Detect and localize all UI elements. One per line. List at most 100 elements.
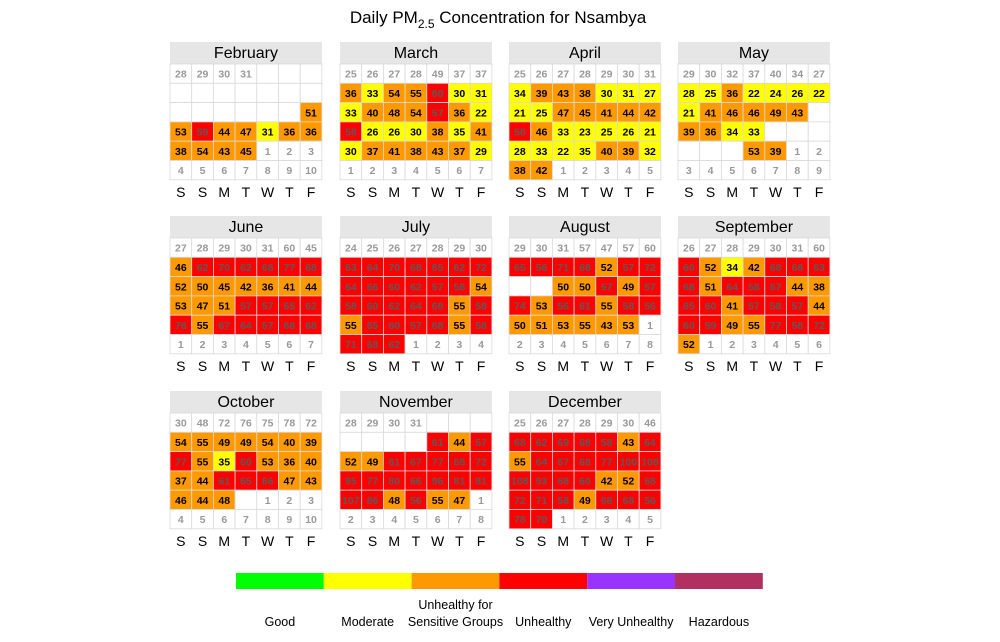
day-value-label: 46 (748, 107, 760, 119)
outside-day-label: 29 (218, 243, 230, 255)
day-value-label: 61 (388, 456, 400, 468)
outside-day-cell (807, 160, 831, 181)
day-value-label: 43 (557, 88, 569, 100)
day-value-label: 53 (748, 146, 760, 158)
day-value-label: 49 (770, 107, 782, 119)
day-value-label: 66 (410, 476, 422, 488)
month-header-bg (678, 42, 830, 64)
outside-day-label: 25 (514, 418, 526, 430)
outside-day-label: 6 (435, 514, 441, 526)
day-value-label: 43 (305, 476, 317, 488)
day-value-label: 54 (175, 437, 187, 449)
day-value-label: 60 (388, 281, 400, 293)
day-value-label: 30 (345, 146, 357, 158)
day-value-label: 39 (536, 88, 548, 100)
day-value-label: 77 (175, 456, 187, 468)
weekday-label: M (726, 184, 738, 200)
outside-day-label: 37 (748, 69, 760, 81)
day-value-label: 52 (623, 476, 635, 488)
outside-day-label: 2 (348, 514, 354, 526)
day-value-label: 34 (726, 127, 738, 139)
legend-label-moderate: Moderate (341, 615, 394, 629)
outside-day-cell (469, 160, 493, 181)
outside-day-label: 31 (792, 243, 804, 255)
weekday-label: T (750, 358, 759, 374)
day-value-label: 44 (197, 495, 209, 507)
outside-day-label: 1 (413, 339, 419, 351)
day-value-label: 48 (388, 495, 400, 507)
weekday-label: S (515, 533, 524, 549)
outside-day-label: 4 (413, 165, 419, 177)
day-value-label: 35 (454, 127, 466, 139)
day-value-label: 78 (514, 514, 526, 526)
day-value-label: 44 (305, 281, 317, 293)
day-value-label: 56 (644, 495, 656, 507)
weekday-label: W (600, 358, 614, 374)
outside-day-label: 2 (517, 339, 523, 351)
day-value-label: 35 (218, 456, 230, 468)
outside-day-label: 6 (751, 165, 757, 177)
day-value-label: 62 (454, 262, 466, 274)
outside-day-cell (469, 509, 493, 530)
day-value-label: 26 (367, 127, 379, 139)
outside-day-label: 4 (708, 165, 714, 177)
day-value-label: 52 (683, 339, 695, 351)
day-value-label: 44 (218, 127, 230, 139)
outside-day-label: 7 (243, 165, 249, 177)
day-value-label: 55 (410, 88, 422, 100)
day-value-label: 100 (620, 456, 638, 468)
day-value-label: 52 (601, 262, 613, 274)
outside-day-label: 30 (218, 69, 230, 81)
month-header-bg (170, 216, 322, 238)
day-value-label: 68 (579, 437, 591, 449)
day-value-label: 60 (683, 320, 695, 332)
day-value-label: 80 (388, 476, 400, 488)
day-value-label: 56 (410, 495, 422, 507)
day-value-label: 35 (579, 146, 591, 158)
outside-day-label: 48 (197, 418, 209, 430)
day-value-label: 71 (536, 495, 548, 507)
day-value-label: 47 (240, 127, 252, 139)
weekday-label: S (176, 358, 185, 374)
month-title: July (402, 219, 430, 236)
month-header-bg (170, 391, 322, 413)
outside-day-label: 2 (200, 339, 206, 351)
day-value-label: 26 (623, 127, 635, 139)
day-value-label: 61 (432, 437, 444, 449)
outside-day-label: 1 (560, 165, 566, 177)
calendar-cell-empty (256, 82, 279, 104)
day-value-label: 72 (644, 262, 656, 274)
day-value-label: 43 (792, 107, 804, 119)
weekday-label: F (307, 184, 316, 200)
outside-day-label: 29 (514, 243, 526, 255)
calendar-cell-empty (169, 82, 193, 104)
day-value-label: 72 (475, 262, 487, 274)
outside-day-label: 10 (305, 165, 317, 177)
day-value-label: 39 (770, 146, 782, 158)
month-header-bg (340, 216, 492, 238)
weekday-label: F (815, 358, 824, 374)
day-value-label: 41 (705, 107, 717, 119)
outside-day-label: 3 (391, 165, 397, 177)
outside-day-label: 1 (348, 165, 354, 177)
outside-day-label: 3 (604, 514, 610, 526)
day-value-label: 65 (514, 262, 526, 274)
outside-day-label: 37 (475, 69, 487, 81)
day-value-label: 50 (197, 281, 209, 293)
day-value-label: 38 (175, 146, 187, 158)
day-value-label: 49 (367, 456, 379, 468)
weekday-label: M (388, 358, 400, 374)
calendar-cell-empty (807, 102, 831, 123)
weekday-label: F (646, 533, 655, 549)
outside-day-label: 4 (625, 165, 631, 177)
calendar-cell-empty (807, 121, 831, 142)
weekday-label: T (285, 184, 294, 200)
outside-day-label: 30 (175, 418, 187, 430)
day-value-label: 76 (175, 320, 187, 332)
day-value-label: 62 (197, 262, 209, 274)
month-title: March (394, 45, 438, 62)
outside-day-label: 30 (623, 418, 635, 430)
